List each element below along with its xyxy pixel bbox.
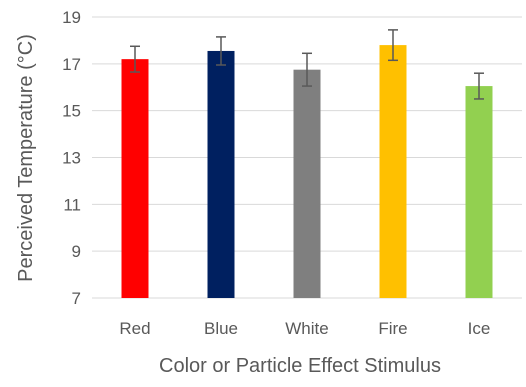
x-tick-label: Red xyxy=(119,319,150,338)
x-tick-label: Ice xyxy=(468,319,491,338)
x-tick-label: Fire xyxy=(378,319,407,338)
error-bar-blue xyxy=(216,36,226,66)
y-axis-title: Perceived Temperature (°C) xyxy=(15,34,37,282)
y-tick-label: 11 xyxy=(63,195,81,214)
error-bar-white xyxy=(302,52,312,87)
bar-white xyxy=(293,69,321,298)
bar-red xyxy=(121,59,149,299)
y-tick-label: 15 xyxy=(62,102,81,121)
y-tick-labels: 7 9 11 13 15 17 19 xyxy=(62,8,81,308)
y-tick-label: 19 xyxy=(62,8,81,27)
bar-blue xyxy=(207,50,235,299)
x-tick-label: Blue xyxy=(204,319,238,338)
x-tick-labels: Red Blue White Fire Ice xyxy=(119,319,490,338)
y-tick-label: 17 xyxy=(62,55,81,74)
bar-ice xyxy=(465,86,493,299)
y-tick-label: 13 xyxy=(62,149,81,168)
y-tick-label: 9 xyxy=(72,242,81,261)
error-bar-red xyxy=(130,45,140,73)
error-bar-ice xyxy=(474,72,484,100)
error-bar-fire xyxy=(388,29,398,62)
x-axis-title: Color or Particle Effect Stimulus xyxy=(159,355,441,377)
y-tick-label: 7 xyxy=(72,289,81,308)
bar-fire xyxy=(379,45,407,298)
error-bars xyxy=(130,29,484,100)
x-tick-label: White xyxy=(285,319,328,338)
bars xyxy=(121,45,493,299)
